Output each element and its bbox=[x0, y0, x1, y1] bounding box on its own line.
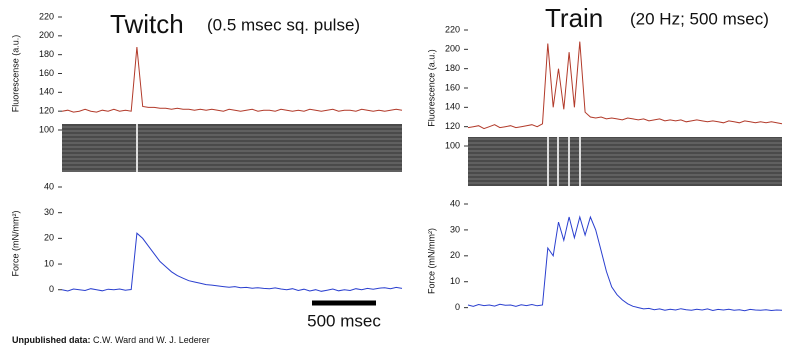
y-tick-label: 0 bbox=[455, 302, 460, 312]
y-tick-label: 200 bbox=[445, 44, 460, 54]
data-line bbox=[468, 217, 782, 311]
scale-bar-label: 500 msec bbox=[307, 311, 381, 330]
y-tick-label: 180 bbox=[39, 49, 54, 59]
y-tick-label: 220 bbox=[39, 11, 54, 21]
data-line bbox=[62, 233, 402, 291]
title: Twitch bbox=[110, 9, 184, 39]
data-line bbox=[468, 42, 782, 129]
y-tick-label: 100 bbox=[39, 124, 54, 134]
y-tick-label: 0 bbox=[49, 284, 54, 294]
y-tick-label: 120 bbox=[39, 106, 54, 116]
footnote: Unpublished data: C.W. Ward and W. J. Le… bbox=[12, 335, 210, 345]
y-tick-label: 180 bbox=[445, 63, 460, 73]
y-tick-label: 120 bbox=[445, 121, 460, 131]
title: Train bbox=[545, 3, 603, 33]
y-axis-label: Force (mN/mm²) bbox=[10, 211, 20, 277]
y-tick-label: 100 bbox=[445, 140, 460, 150]
y-tick-label: 200 bbox=[39, 30, 54, 40]
y-tick-label: 40 bbox=[450, 198, 460, 208]
data-line bbox=[62, 47, 402, 112]
y-tick-label: 10 bbox=[450, 276, 460, 286]
y-tick-label: 30 bbox=[450, 224, 460, 234]
y-tick-label: 20 bbox=[44, 233, 54, 243]
subtitle: (0.5 msec sq. pulse) bbox=[207, 15, 360, 34]
y-tick-label: 20 bbox=[450, 250, 460, 260]
y-axis-label: Force (mN/mm²) bbox=[426, 228, 436, 294]
footnote-text: C.W. Ward and W. J. Lederer bbox=[93, 335, 210, 345]
y-tick-label: 160 bbox=[445, 82, 460, 92]
y-tick-label: 140 bbox=[39, 87, 54, 97]
y-tick-label: 30 bbox=[44, 207, 54, 217]
y-tick-label: 40 bbox=[44, 181, 54, 191]
y-axis-label: Fluorescense (a.u.) bbox=[10, 35, 20, 113]
y-axis-label: Fluorescence (a.u.) bbox=[426, 49, 436, 127]
y-tick-label: 160 bbox=[39, 68, 54, 78]
figure: Twitch (0.5 msec sq. pulse) Train (20 Hz… bbox=[0, 0, 812, 346]
footnote-label: Unpublished data: bbox=[12, 335, 91, 345]
y-tick-label: 10 bbox=[44, 258, 54, 268]
subtitle: (20 Hz; 500 msec) bbox=[630, 9, 769, 28]
y-tick-label: 220 bbox=[445, 24, 460, 34]
linescan-image bbox=[62, 124, 782, 186]
y-tick-label: 140 bbox=[445, 102, 460, 112]
